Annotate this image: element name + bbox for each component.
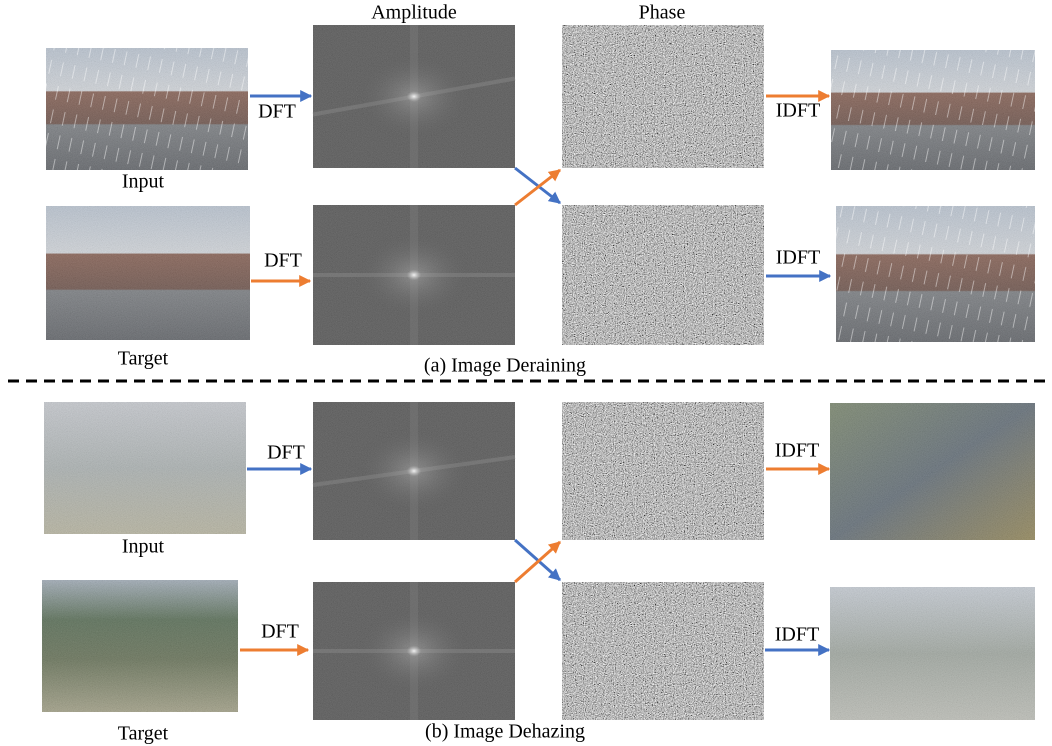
panel-caption: (a) Image Deraining [424,355,586,377]
phase-noise [562,582,764,720]
dft-label: DFT [264,250,302,272]
target-image [42,580,238,712]
panel-caption: (b) Image Dehazing [425,721,585,743]
output-image [830,587,1035,720]
input-label: Input [122,171,165,193]
amplitude-map [313,205,515,345]
amp-center [354,606,474,696]
amp-center [354,426,474,516]
rain-streaks [46,48,248,170]
idft-label: IDFT [775,440,819,462]
photo-texture [46,206,250,340]
amp-center [354,230,474,320]
phase-noise [562,25,764,168]
output-image [831,50,1035,170]
swap-arrow [515,168,560,203]
swap-arrow [515,170,560,205]
amplitude-map [313,582,515,720]
photo-texture [830,403,1035,540]
photo-texture [44,402,246,534]
target-image [46,206,250,340]
dft-label: DFT [258,101,296,123]
rain-streaks [831,50,1035,170]
photo-texture [42,580,238,712]
output-image [836,206,1035,342]
figure: Amplitude Phase Input Target DFT DFT IDFT IDF… [0,0,1052,746]
idft-label: IDFT [775,624,819,646]
phase-noise [562,205,764,345]
photo-texture [830,587,1035,720]
phase-map [562,402,764,540]
output-image [830,403,1035,540]
input-image [46,48,248,170]
idft-label: IDFT [776,247,820,269]
dft-label: DFT [261,621,299,643]
amplitude-map [313,402,515,540]
input-image [44,402,246,534]
idft-label: IDFT [776,100,820,122]
phase-header: Phase [639,2,686,24]
target-label: Target [118,723,169,745]
input-label: Input [122,536,165,558]
phase-map [562,25,764,168]
target-label: Target [118,348,169,370]
amp-center [354,52,474,142]
phase-noise [562,402,764,540]
rain-streaks [836,206,1035,342]
phase-map [562,205,764,345]
dft-label: DFT [267,442,305,464]
amplitude-header: Amplitude [371,2,457,24]
amplitude-map [313,25,515,168]
phase-map [562,582,764,720]
